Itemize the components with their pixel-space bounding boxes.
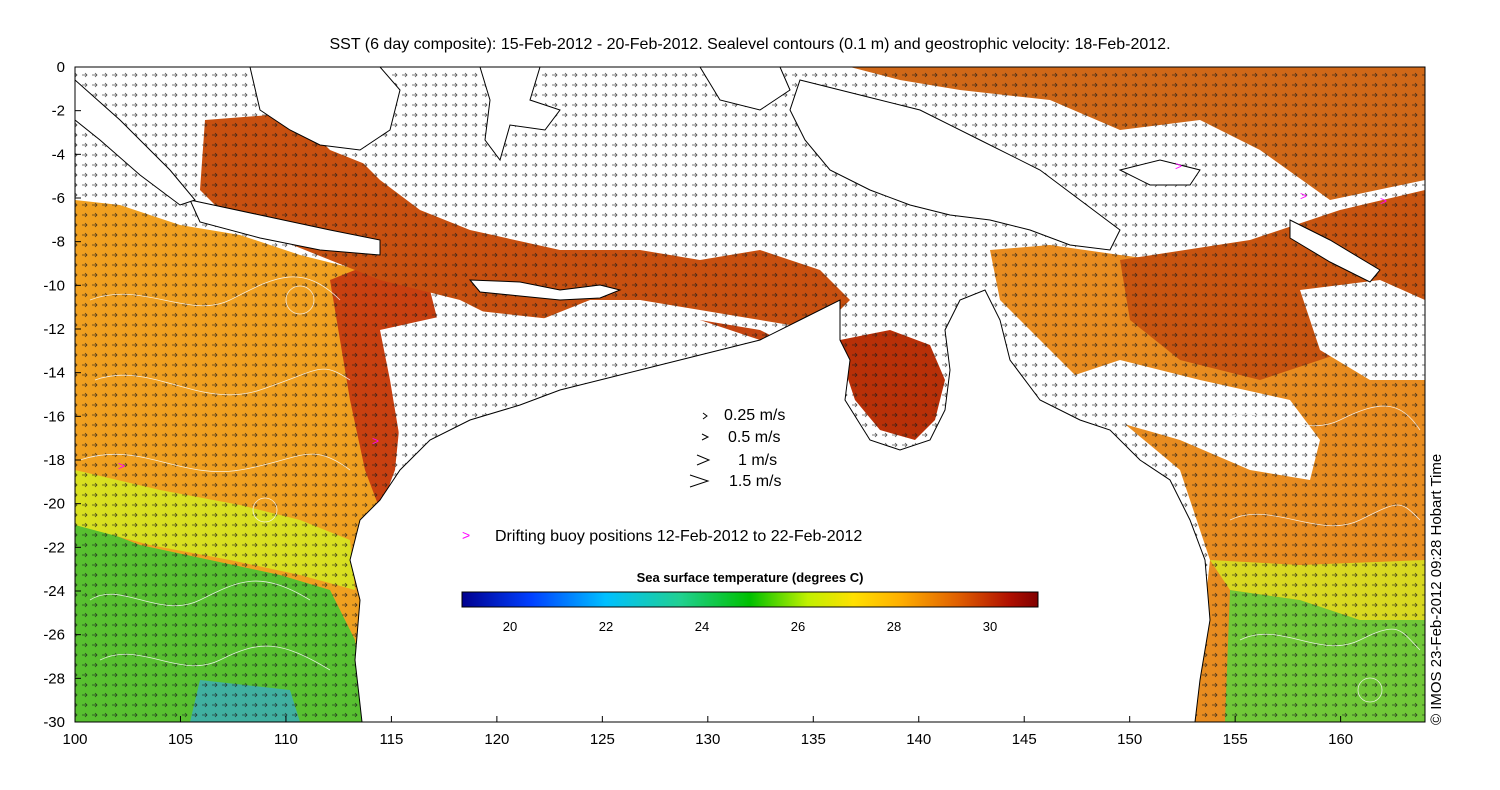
map-title: SST (6 day composite): 15-Feb-2012 - 20-…	[329, 36, 1171, 53]
velocity-legend-item: 1.5 m/s	[689, 473, 781, 490]
borneo-land	[249, 67, 401, 151]
buoy-legend-label: Drifting buoy positions 12-Feb-2012 to 2…	[495, 528, 862, 545]
x-tick-label: 105	[168, 731, 193, 748]
contour-line	[1229, 504, 1421, 527]
x-tick-label: 130	[695, 731, 720, 748]
y-tick-label: -22	[43, 539, 65, 556]
x-tick-label: 155	[1223, 731, 1248, 748]
contour-eddy	[1357, 677, 1383, 703]
x-tick-label: 110	[274, 731, 298, 748]
contour-line	[89, 276, 341, 307]
contour-line	[94, 368, 351, 396]
velocity-label: 0.5 m/s	[728, 429, 780, 446]
x-tick-label: 160	[1328, 731, 1353, 748]
velocity-label: 1.5 m/s	[729, 473, 781, 490]
colorbar-ticks: 20 22 24 26 28 30	[503, 619, 997, 634]
y-tick-label: -8	[52, 234, 65, 251]
contour-eddy	[252, 497, 278, 523]
java-land	[189, 199, 381, 256]
y-tick-label: -6	[52, 190, 65, 207]
colorbar-tick-label: 20	[503, 619, 517, 634]
velocity-arrow-0-25	[702, 412, 708, 420]
velocity-arrow-1-5	[689, 474, 710, 488]
y-tick-label: -30	[43, 714, 65, 731]
sulawesi-land	[479, 67, 561, 162]
y-tick-label: -2	[52, 103, 65, 120]
contour-line	[1239, 628, 1421, 651]
buoy-legend-symbol: >	[462, 527, 470, 543]
x-tick-label: 115	[379, 731, 403, 748]
y-tick-label: -28	[43, 670, 65, 687]
contour-line	[99, 645, 331, 671]
y-axis: 0 -2 -4 -6 -8 -10 -12 -14 -16 -18 -20 -22 -24 -26 -28 -…	[43, 59, 81, 731]
velocity-legend-item: 0.25 m/s	[702, 407, 785, 424]
contour-line	[1219, 405, 1421, 431]
australia-land	[349, 289, 1211, 722]
colorbar-tick-label: 30	[983, 619, 997, 634]
buoy-marker: >	[1380, 194, 1387, 208]
y-tick-label: -4	[52, 146, 65, 163]
velocity-legend-item: 1 m/s	[696, 452, 777, 469]
buoy-marker: >	[372, 434, 379, 448]
y-tick-label: -14	[43, 365, 65, 382]
y-tick-label: 0	[57, 59, 65, 76]
colorbar-tick-label: 24	[695, 619, 709, 634]
velocity-arrow-0-5	[701, 433, 710, 441]
colorbar-tick-label: 28	[887, 619, 901, 634]
y-tick-label: -10	[43, 277, 65, 294]
x-tick-label: 140	[906, 731, 931, 748]
solomon-islands-land	[1289, 219, 1381, 283]
new-guinea-land	[789, 79, 1121, 251]
x-axis: 100 105 110 115 120 125 130 135 140 145 150 155 160	[62, 716, 1353, 748]
colorbar: Sea surface temperature (degrees C) 20 22…	[461, 570, 1039, 634]
velocity-legend: 0.25 m/s 0.5 m/s 1 m/s 1.5 m/s	[689, 407, 785, 490]
x-tick-label: 125	[590, 731, 615, 748]
buoy-marker: >	[1300, 189, 1307, 203]
velocity-legend-item: 0.5 m/s	[701, 429, 780, 446]
plot-frame	[74, 66, 1426, 723]
buoy-marker: >	[118, 459, 125, 473]
plot-area: > > > > >	[75, 67, 1425, 722]
contour-line	[79, 453, 351, 472]
velocity-label: 0.25 m/s	[724, 407, 785, 424]
sumatra-land	[75, 79, 196, 206]
coastlines	[75, 67, 1381, 722]
contour-eddy	[285, 285, 315, 315]
buoy-markers: > > > > >	[118, 159, 1387, 473]
x-tick-label: 150	[1117, 731, 1142, 748]
colorbar-tick-label: 26	[791, 619, 805, 634]
colorbar-tick-label: 22	[599, 619, 613, 634]
velocity-label: 1 m/s	[738, 452, 777, 469]
y-tick-label: -12	[43, 321, 65, 338]
buoy-legend: > Drifting buoy positions 12-Feb-2012 to…	[462, 527, 862, 545]
x-tick-label: 120	[484, 731, 509, 748]
new-britain-land	[1118, 159, 1201, 186]
velocity-arrow-1	[696, 454, 711, 466]
x-tick-label: 145	[1012, 731, 1037, 748]
y-tick-label: -20	[43, 496, 65, 513]
colorbar-gradient	[461, 591, 1039, 608]
y-tick-label: -18	[43, 452, 65, 469]
y-tick-label: -24	[43, 583, 65, 600]
y-tick-label: -26	[43, 627, 65, 644]
x-tick-label: 135	[801, 731, 826, 748]
imos-credit: © IMOS 23-Feb-2012 09:28 Hobart Time	[1428, 453, 1445, 725]
sealevel-contours	[79, 276, 1421, 703]
x-tick-label: 100	[62, 731, 87, 748]
contour-line	[89, 580, 311, 607]
timor-land	[468, 279, 622, 301]
colorbar-title: Sea surface temperature (degrees C)	[637, 570, 864, 585]
buoy-marker: >	[1175, 159, 1182, 173]
y-tick-label: -16	[43, 408, 65, 425]
philippines-land	[699, 67, 791, 111]
